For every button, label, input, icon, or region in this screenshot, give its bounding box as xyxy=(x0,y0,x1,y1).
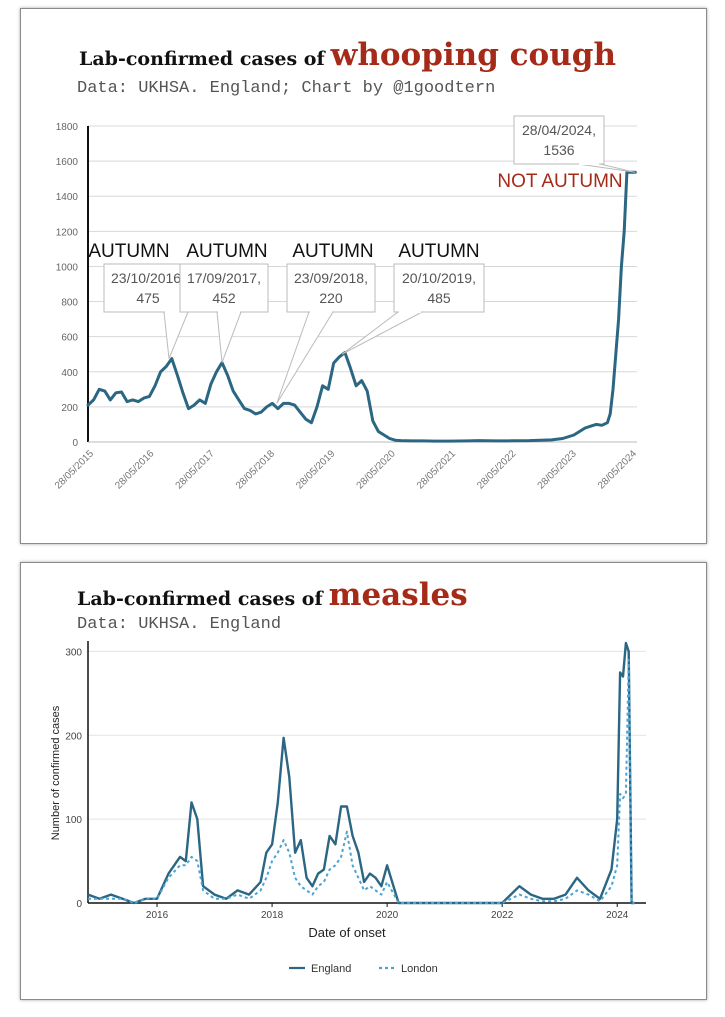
x-tick-label: 28/05/2022 xyxy=(475,448,518,491)
x-tick-label: 2018 xyxy=(261,910,284,921)
y-tick-label: 400 xyxy=(61,368,78,379)
callout-pointer xyxy=(163,311,189,359)
y-tick-label: 1200 xyxy=(56,227,79,238)
title-highlight: measles xyxy=(328,577,468,613)
callout-pointer xyxy=(216,311,242,363)
y-tick-label: 1800 xyxy=(56,122,79,133)
x-tick-label: 28/05/2020 xyxy=(355,448,398,491)
cases-series-line xyxy=(86,170,637,443)
annotation-date: 23/10/2016, xyxy=(111,270,185,286)
callout-box xyxy=(393,263,485,313)
x-tick-label: 2016 xyxy=(146,910,169,921)
chart-subtitle: Data: UKHSA. England; Chart by @1goodter… xyxy=(77,79,496,98)
annotation-value: 452 xyxy=(212,290,236,306)
chart-subtitle: Data: UKHSA. England xyxy=(77,615,282,634)
annotation-date: 20/10/2019, xyxy=(402,270,476,286)
x-tick-label: 28/05/2017 xyxy=(174,448,217,491)
x-tick-label: 28/05/2018 xyxy=(234,448,277,491)
y-tick-label: 1600 xyxy=(56,157,79,168)
annotation-value: 475 xyxy=(136,290,160,306)
autumn-label: AUTUMN xyxy=(398,241,479,262)
measles-chart: 0 100 200 300 2016 2018 2020 2022 2024 Date of on… xyxy=(50,641,646,975)
y-tick-label: 1000 xyxy=(56,262,79,273)
chart-title: Lab-confirmed cases of measles xyxy=(77,577,468,613)
whooping-cough-chart: 0 200 400 600 800 1000 1200 1400 1600 1800 28/05/2… xyxy=(53,115,639,492)
x-axis-title: Date of onset xyxy=(308,925,386,940)
y-tick-label: 100 xyxy=(65,815,82,826)
y-tick-label: 1400 xyxy=(56,192,79,203)
y-tick-label: 300 xyxy=(65,647,82,658)
x-tick-label: 28/05/2024 xyxy=(596,448,639,491)
y-tick-label: 0 xyxy=(72,438,78,449)
y-tick-label: 800 xyxy=(61,298,78,309)
callout-box xyxy=(286,263,376,313)
y-tick-label: 0 xyxy=(76,899,82,910)
annotation-value: 220 xyxy=(319,290,343,306)
series-line-london xyxy=(88,658,635,904)
title-lead: Lab-confirmed cases of xyxy=(77,588,323,610)
autumn-label: AUTUMN xyxy=(88,241,169,262)
legend-label: London xyxy=(401,963,438,975)
autumn-label: AUTUMN xyxy=(186,241,267,262)
measles-panel: Lab-confirmed cases of measles Data: UKHS… xyxy=(20,562,707,1000)
annotation-date: 17/09/2017, xyxy=(187,270,261,286)
x-tick-label: 28/05/2021 xyxy=(415,448,458,491)
autumn-label: AUTUMN xyxy=(292,241,373,262)
y-tick-label: 200 xyxy=(65,731,82,742)
x-tick-label: 2020 xyxy=(376,910,399,921)
annotation-value: 1536 xyxy=(543,142,574,158)
x-tick-label: 28/05/2016 xyxy=(113,448,156,491)
series-line-england xyxy=(87,641,635,905)
x-tick-label: 2024 xyxy=(606,910,629,921)
y-axis-title: Number of confirmed cases xyxy=(50,705,62,840)
annotation-date: 23/09/2018, xyxy=(294,270,368,286)
x-tick-label: 28/05/2023 xyxy=(536,448,579,491)
y-tick-label: 600 xyxy=(61,333,78,344)
title-highlight: whooping cough xyxy=(330,37,616,73)
annotation-value: 485 xyxy=(427,290,451,306)
title-lead: Lab-confirmed cases of xyxy=(79,48,325,70)
callout-pointer xyxy=(341,311,423,355)
y-tick-label: 200 xyxy=(61,403,78,414)
callout-box xyxy=(513,115,605,165)
callout-pointer xyxy=(276,311,334,404)
legend-label: England xyxy=(311,963,351,975)
whooping-cough-panel: Lab-confirmed cases of whooping cough Dat… xyxy=(20,8,707,544)
x-tick-label: 28/05/2019 xyxy=(294,448,337,491)
not-autumn-label: NOT AUTUMN xyxy=(497,171,622,192)
x-tick-label: 28/05/2015 xyxy=(53,448,96,491)
chart-title: Lab-confirmed cases of whooping cough xyxy=(79,37,616,73)
x-tick-label: 2022 xyxy=(491,910,514,921)
annotation-date: 28/04/2024, xyxy=(522,122,596,138)
